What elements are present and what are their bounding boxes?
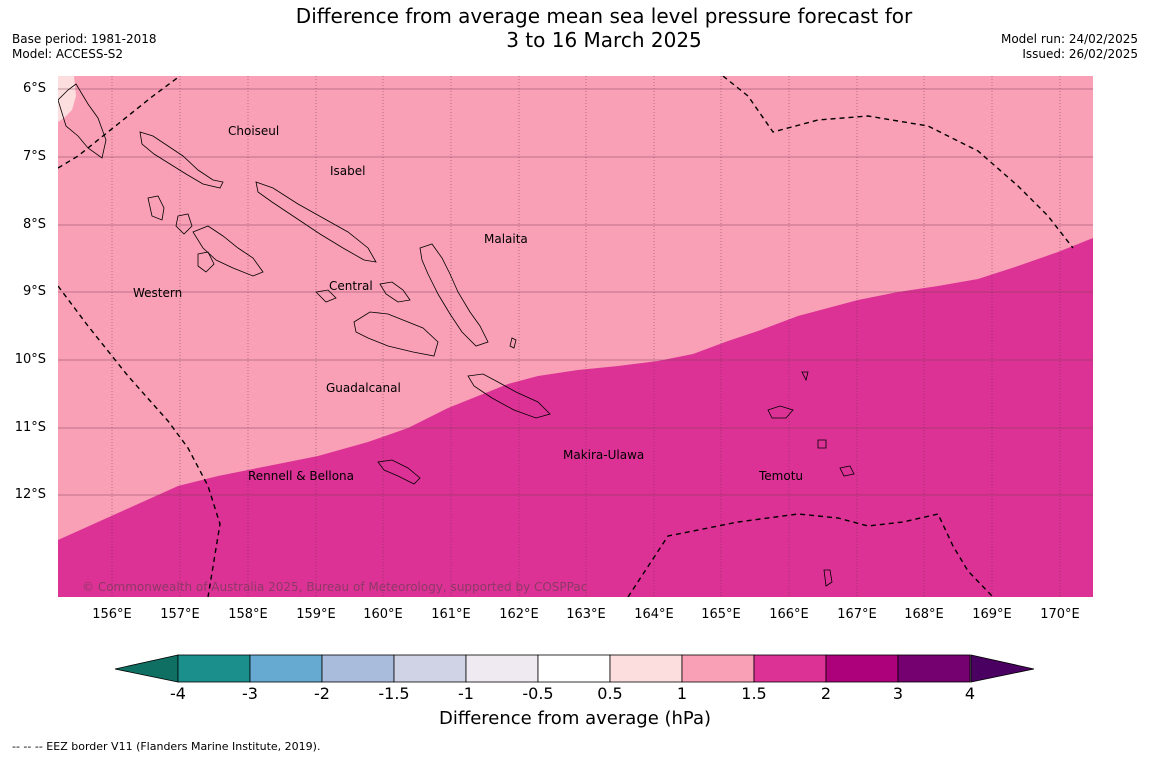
chart-title: Difference from average mean sea level p… [0,4,1150,52]
title-line-1: Difference from average mean sea level p… [295,4,913,28]
colorbar-label: -4 [170,684,186,703]
lon-label: 164°E [634,607,674,622]
colorbar-label: 1.5 [741,684,767,703]
model-name: Model: ACCESS-S2 [12,47,124,61]
region-label-rennell-bellona: Rennell & Bellona [248,469,355,483]
colorbar-over-arrow [970,654,1035,683]
colorbar-label: 0.5 [597,684,623,703]
band-1.5-2 [58,238,1093,597]
model-run: Model run: 24/02/2025 [1000,32,1138,46]
colorbar-title: Difference from average (hPa) [438,708,712,729]
lon-label: 170°E [1040,607,1080,622]
colorbar-label: 2 [820,684,832,703]
lon-label: 159°E [296,607,336,622]
colorbar-segment [537,654,611,683]
new-georgia-island [192,225,264,277]
florida-islands [379,281,411,303]
eez-borders [58,76,1074,597]
lat-label: 10°S [14,352,46,367]
colorbar-segment [609,654,683,683]
choiseul-island [139,131,224,189]
lon-label: 163°E [566,607,606,622]
savo-island [315,289,337,303]
colorbar-segment [465,654,539,683]
colorbar-label: -1.5 [378,684,410,703]
region-label-guadalcanal: Guadalcanal [326,381,401,395]
santa-cruz-island [767,405,794,419]
region-label-central: Central [329,279,373,293]
region-label-malaita: Malaita [484,232,528,246]
guadalcanal-island [353,311,439,357]
lat-label: 8°S [22,217,46,232]
lon-label: 160°E [363,607,403,622]
issued-date: Issued: 26/02/2025 [1022,47,1138,61]
copyright-notice: © Commonwealth of Australia 2025, Bureau… [82,580,588,594]
region-label-makira-ulawa: Makira-Ulawa [563,448,645,462]
colorbar-label: -1 [458,684,474,703]
region-label-isabel: Isabel [330,164,366,178]
bougainville-island [58,83,107,159]
colorbar-segment [393,654,467,683]
colorbar-label: -0.5 [522,684,554,703]
forecast-map [58,76,1093,597]
latitude-gridlines [58,88,1093,496]
eez-footnote: -- -- -- EEZ border V11 (Flanders Marine… [12,740,321,753]
meta-left: Base period: 1981-2018 Model: ACCESS-S2 [12,32,157,62]
makira-island [467,373,551,419]
region-label-choiseul: Choiseul [228,124,280,138]
lon-label: 158°E [228,607,268,622]
region-label-temotu: Temotu [759,469,804,483]
meta-right: Model run: 24/02/2025 Issued: 26/02/2025 [1001,32,1138,62]
lon-label: 162°E [499,607,539,622]
colorbar-segments [177,654,971,683]
lon-label: 165°E [701,607,741,622]
lon-label: 157°E [160,607,200,622]
colorbar-segment [897,654,971,683]
colorbar [114,654,1035,683]
colorbar-segment [177,654,251,683]
lat-label: 11°S [14,420,46,435]
colorbar-label: 4 [964,684,976,703]
colorbar-label: -3 [242,684,258,703]
lat-label: 6°S [22,81,46,96]
coastlines [58,83,855,587]
lon-label: 166°E [769,607,809,622]
title-line-2: 3 to 16 March 2025 [506,28,702,52]
lon-label: 156°E [92,607,132,622]
lon-label: 161°E [431,607,471,622]
rennell-island [377,459,421,485]
base-period: Base period: 1981-2018 [12,32,157,46]
isabel-island [255,181,377,263]
lon-label: 169°E [972,607,1012,622]
lat-label: 9°S [22,284,46,299]
region-label-western: Western [133,286,183,300]
colorbar-segment [681,654,755,683]
lon-label: 168°E [904,607,944,622]
colorbar-under-arrow [114,654,179,683]
colorbar-label: -2 [314,684,330,703]
colorbar-label: 3 [892,684,904,703]
colorbar-label: 1 [676,684,688,703]
lat-label: 7°S [22,149,46,164]
colorbar-segment [249,654,323,683]
lon-label: 167°E [837,607,877,622]
vella-lavella-island [147,195,165,221]
malaita-island [419,243,489,347]
colorbar-segment [753,654,827,683]
colorbar-segment [321,654,395,683]
lat-label: 12°S [14,487,46,502]
colorbar-segment [825,654,899,683]
